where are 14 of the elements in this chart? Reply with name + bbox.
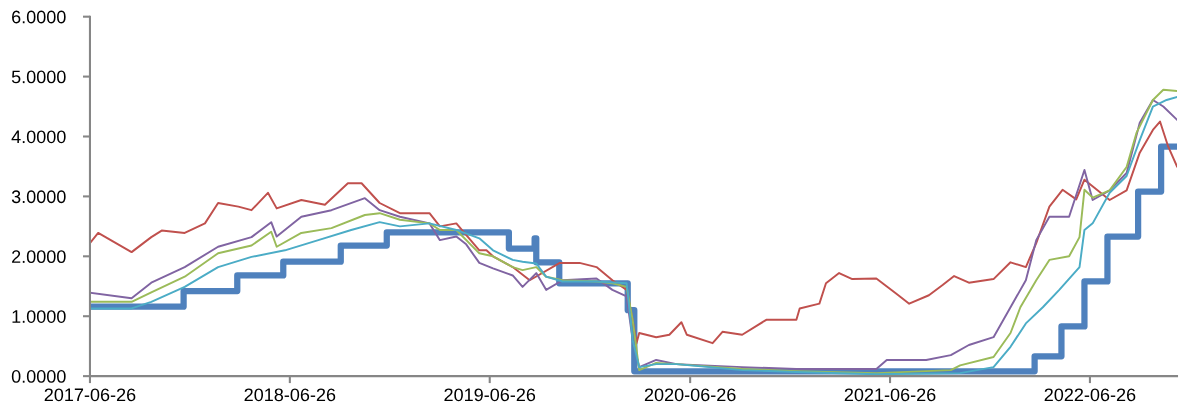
y-tick-label: 6.0000 [12,10,66,24]
y-tick-label: 0.0000 [11,370,66,383]
y-tick-label: 1.0000 [12,310,66,323]
x-tick-label: 2022-06-26 [1044,388,1136,402]
x-tick-label: 2020-06-26 [644,388,736,402]
x-tick-label: 2018-06-26 [244,388,336,402]
y-tick-label: 3.0000 [11,190,66,204]
line-series [89,120,1177,345]
y-tick-label: 2.0000 [12,250,66,264]
x-tick-label: 2019-06-26 [444,388,536,402]
y-tick-label: 5.0000 [11,70,66,84]
y-tick-label: 4.0000 [11,130,66,144]
x-tick-label: 2017-06-26 [44,388,136,402]
x-tick-label: 2021-06-26 [844,388,936,402]
